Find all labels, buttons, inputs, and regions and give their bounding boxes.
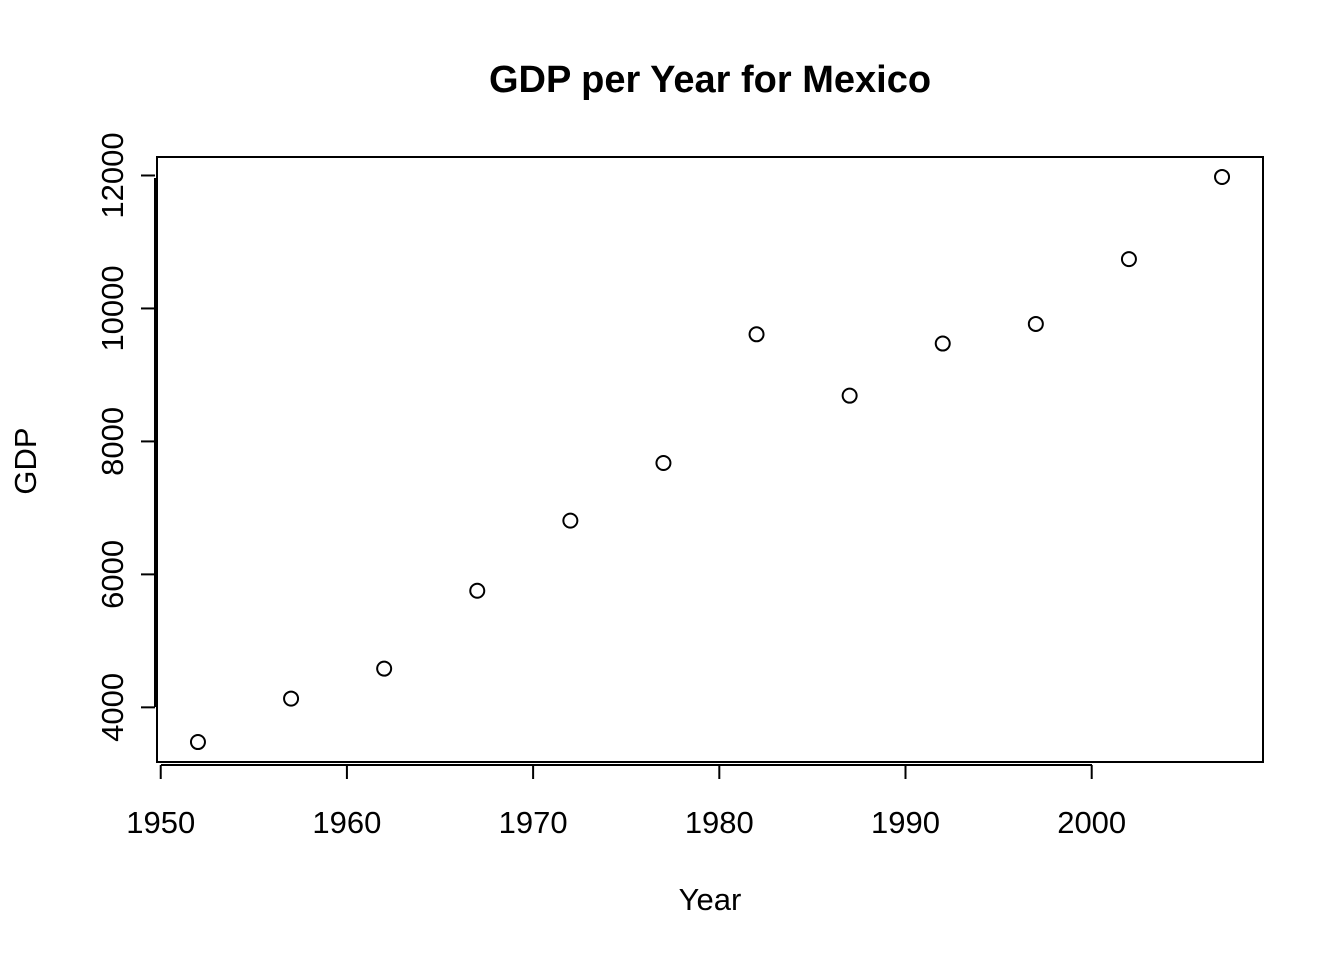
y-tick-label: 12000 (95, 132, 130, 218)
data-point (1214, 168, 1231, 185)
data-point (469, 582, 486, 599)
data-point (655, 455, 672, 472)
x-tick-label: 1970 (499, 805, 568, 840)
y-tick-label: 8000 (95, 407, 130, 476)
data-point (1120, 251, 1137, 268)
x-tick-label: 1960 (312, 805, 381, 840)
x-tick-label: 1980 (685, 805, 754, 840)
data-point (283, 690, 300, 707)
data-points (189, 168, 1231, 751)
x-tick-label: 1990 (871, 805, 940, 840)
chart-title: GDP per Year for Mexico (489, 59, 931, 101)
x-ticks: 1950 1960 1970 1980 1990 2000 (126, 765, 1126, 840)
data-point (376, 660, 393, 677)
x-tick-label: 1950 (126, 805, 195, 840)
data-point (841, 387, 858, 404)
data-point (748, 326, 765, 343)
x-axis-label: Year (679, 882, 742, 917)
x-tick-label: 2000 (1057, 805, 1126, 840)
y-ticks: 4000 6000 8000 10000 12000 (95, 132, 155, 742)
data-point (1027, 315, 1044, 332)
y-axis-label: GDP (8, 427, 43, 494)
y-tick-label: 10000 (95, 265, 130, 351)
y-axis: 4000 6000 8000 10000 12000 (95, 132, 156, 742)
data-point (562, 512, 579, 529)
plot-frame (156, 156, 1264, 763)
y-tick-label: 6000 (95, 540, 130, 609)
data-point (934, 335, 951, 352)
x-axis: 1950 1960 1970 1980 1990 2000 (126, 764, 1126, 840)
data-point (189, 734, 206, 751)
y-tick-label: 4000 (95, 673, 130, 742)
